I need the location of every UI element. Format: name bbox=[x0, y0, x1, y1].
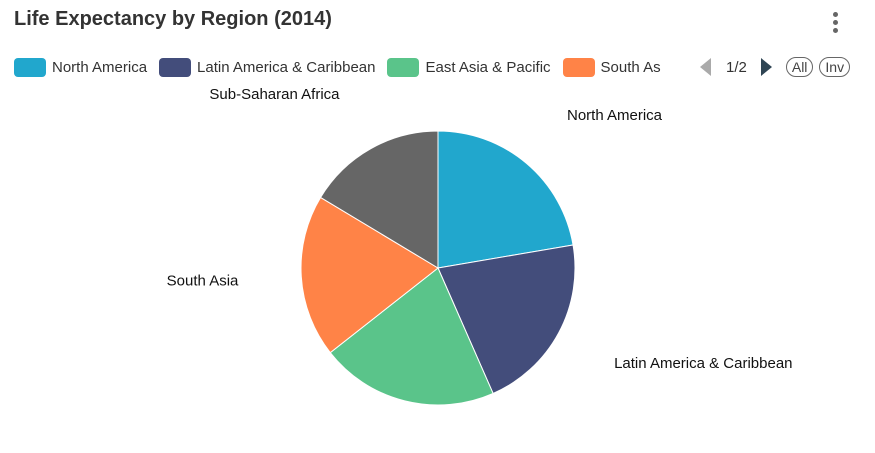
pie-slice-north-america[interactable] bbox=[437, 130, 574, 269]
pie-slice-south-asia[interactable] bbox=[300, 196, 439, 354]
prev-page-icon[interactable] bbox=[700, 58, 711, 76]
legend-swatch bbox=[387, 57, 420, 77]
pie-label-sub-saharan-africa: Sub-Saharan Africa bbox=[209, 86, 340, 103]
legend: North America Latin America & Caribbean … bbox=[14, 54, 694, 80]
legend-item-latin-america[interactable]: Latin America & Caribbean bbox=[159, 57, 376, 77]
legend-page-indicator: 1/2 bbox=[726, 58, 747, 76]
legend-pager: 1/2 All Inv bbox=[700, 54, 856, 80]
invert-selection-button[interactable]: Inv bbox=[819, 57, 851, 77]
pie-slice-sub-saharan-africa[interactable] bbox=[319, 130, 439, 269]
legend-swatch bbox=[159, 57, 192, 77]
pie-label-latin-america-caribbean: Latin America & Caribbean bbox=[614, 355, 792, 372]
legend-item-east-asia[interactable]: East Asia & Pacific bbox=[387, 57, 551, 77]
legend-item-south-asia[interactable]: South Asia bbox=[562, 57, 661, 77]
legend-label: South Asia bbox=[600, 58, 661, 76]
legend-label: Latin America & Caribbean bbox=[197, 58, 376, 76]
select-all-button[interactable]: All bbox=[785, 57, 814, 77]
legend-label: East Asia & Pacific bbox=[425, 58, 551, 76]
more-options-icon[interactable] bbox=[826, 10, 846, 36]
legend-item-north-america[interactable]: North America bbox=[14, 57, 148, 77]
pie-label-north-america: North America bbox=[567, 107, 663, 124]
pie-slice-east-asia-pacific[interactable] bbox=[329, 267, 494, 406]
pie-slice-latin-america-caribbean[interactable] bbox=[437, 244, 576, 395]
legend-swatch bbox=[14, 57, 46, 77]
next-page-icon[interactable] bbox=[760, 58, 772, 76]
legend-label: North America bbox=[52, 58, 148, 76]
chart-title: Life Expectancy by Region (2014) bbox=[14, 8, 332, 30]
legend-swatch bbox=[562, 57, 595, 77]
pie-label-south-asia: South Asia bbox=[167, 272, 239, 289]
